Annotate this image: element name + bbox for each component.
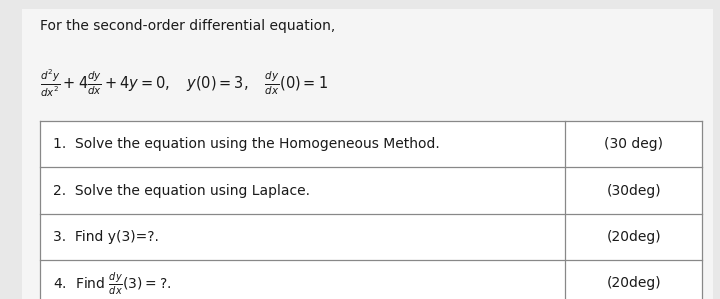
Text: 4.  Find $\frac{dy}{dx}(3)=?$.: 4. Find $\frac{dy}{dx}(3)=?$. bbox=[53, 270, 171, 297]
Text: 3.  Find y(3)=?.: 3. Find y(3)=?. bbox=[53, 230, 158, 244]
Bar bbox=[40, 121, 702, 299]
Text: $\frac{d^2y}{dx^2} + 4\frac{dy}{dx} + 4y = 0, \quad y(0) = 3, \quad \frac{dy}{dx: $\frac{d^2y}{dx^2} + 4\frac{dy}{dx} + 4y… bbox=[40, 67, 328, 98]
Text: (30 deg): (30 deg) bbox=[604, 137, 663, 151]
Text: (20deg): (20deg) bbox=[606, 230, 661, 244]
Text: For the second-order differential equation,: For the second-order differential equati… bbox=[40, 19, 335, 33]
Text: (30deg): (30deg) bbox=[606, 184, 661, 198]
Text: (20deg): (20deg) bbox=[606, 276, 661, 290]
Text: 1.  Solve the equation using the Homogeneous Method.: 1. Solve the equation using the Homogene… bbox=[53, 137, 439, 151]
Text: 2.  Solve the equation using Laplace.: 2. Solve the equation using Laplace. bbox=[53, 184, 310, 198]
